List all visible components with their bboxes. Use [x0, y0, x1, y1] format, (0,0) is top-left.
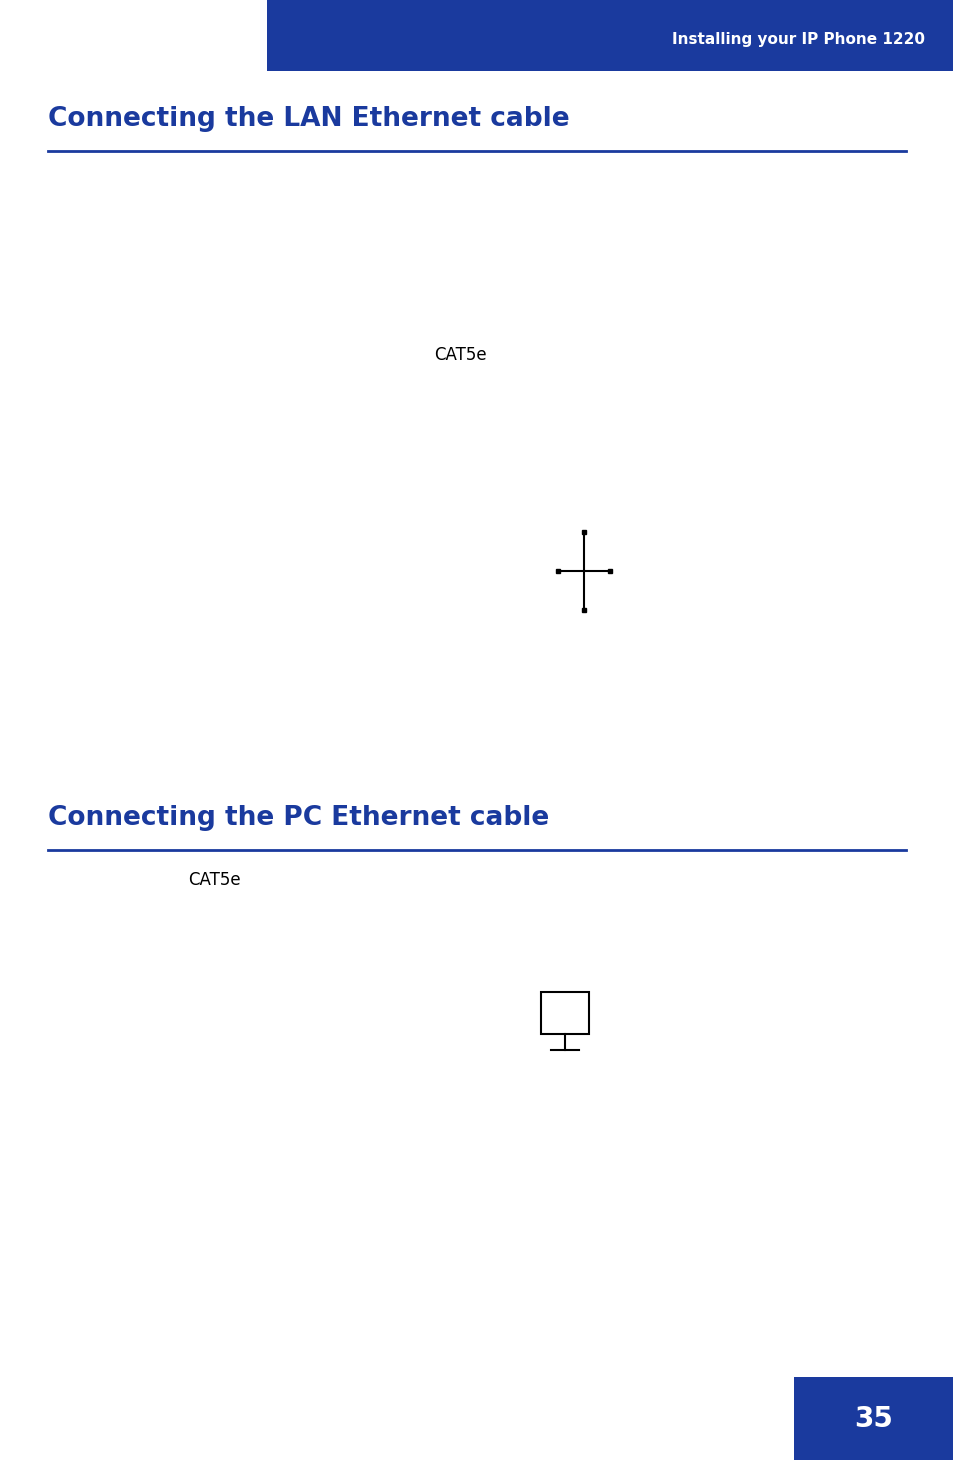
Text: CAT5e: CAT5e	[188, 872, 240, 889]
Bar	[267, 0, 953, 71]
Text: Connecting the PC Ethernet cable: Connecting the PC Ethernet cable	[48, 804, 548, 830]
Text: Connecting the LAN Ethernet cable: Connecting the LAN Ethernet cable	[48, 106, 569, 133]
Text: Installing your IP Phone 1220: Installing your IP Phone 1220	[672, 31, 924, 47]
Bar	[793, 1378, 953, 1460]
Text: 35: 35	[854, 1404, 892, 1432]
Text: CAT5e: CAT5e	[434, 347, 486, 364]
Bar	[540, 991, 588, 1034]
